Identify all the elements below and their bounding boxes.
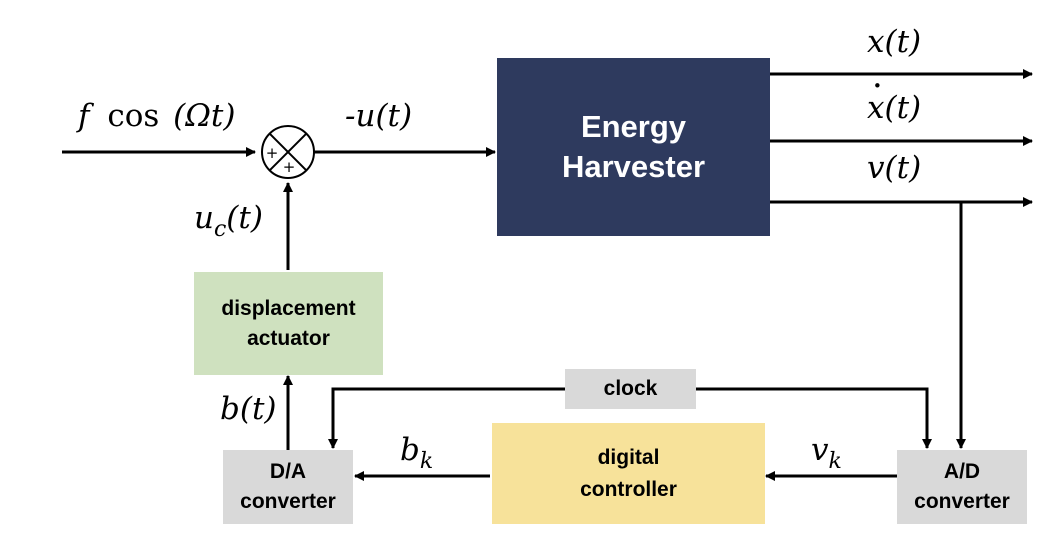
ad-label-line2: converter bbox=[914, 490, 1010, 513]
vk-label: vk bbox=[811, 432, 842, 474]
actuator-label-line2: actuator bbox=[247, 326, 330, 350]
actuator-label-line1: displacement bbox=[221, 296, 356, 320]
ad-converter-block: A/D converter bbox=[897, 450, 1027, 524]
xdot-rest: (t) bbox=[884, 90, 922, 126]
ad-label-line1: A/D bbox=[943, 460, 981, 483]
da-label-line2: converter bbox=[240, 490, 336, 513]
clock-to-da-line bbox=[328, 387, 565, 449]
xdot-base: x bbox=[867, 90, 885, 126]
clock-to-ad-line bbox=[696, 387, 932, 449]
da-converter-block: D/A converter bbox=[223, 450, 353, 524]
clock-label: clock bbox=[603, 377, 658, 400]
uc-main: u bbox=[194, 200, 214, 236]
bk-sub: k bbox=[419, 449, 434, 474]
summing-junction: + + bbox=[261, 125, 315, 179]
displacement-actuator-block: displacement actuator bbox=[194, 272, 383, 375]
bk-main: b bbox=[400, 432, 420, 468]
uc-label: uc(t) bbox=[194, 200, 263, 242]
energy-harvester-block: Energy Harvester bbox=[497, 58, 770, 236]
uc-sub: c bbox=[213, 217, 227, 242]
input-arg: (Ωt) bbox=[173, 98, 236, 134]
junction-sign-left: + bbox=[266, 144, 279, 162]
junction-sign-bottom: + bbox=[283, 158, 296, 176]
clock-block: clock bbox=[565, 369, 696, 409]
energy-harvester-label-line1: Energy bbox=[580, 109, 687, 144]
bk-label: bk bbox=[400, 432, 433, 474]
da-label-line1: D/A bbox=[269, 460, 307, 483]
uc-rest: (t) bbox=[226, 200, 263, 236]
xdot-dot: · bbox=[872, 66, 883, 106]
energy-harvester-label-line2: Harvester bbox=[561, 149, 706, 184]
vk-main: v bbox=[811, 432, 829, 468]
vk-sub: k bbox=[828, 449, 842, 474]
neg-u-label: -u(t) bbox=[345, 98, 413, 134]
xdot-output-label: x · (t) bbox=[867, 66, 922, 126]
controller-label-line1: digital bbox=[597, 445, 660, 469]
x-output-label: x(t) bbox=[867, 24, 922, 60]
input-signal-label: f cos (Ωt) bbox=[78, 98, 236, 134]
input-f: f bbox=[78, 98, 90, 134]
controller-label-line2: controller bbox=[580, 477, 677, 501]
digital-controller-block: digital controller bbox=[492, 423, 765, 524]
b-label: b(t) bbox=[220, 391, 277, 427]
input-cos: cos bbox=[107, 98, 160, 134]
v-output-label: v(t) bbox=[867, 150, 922, 186]
